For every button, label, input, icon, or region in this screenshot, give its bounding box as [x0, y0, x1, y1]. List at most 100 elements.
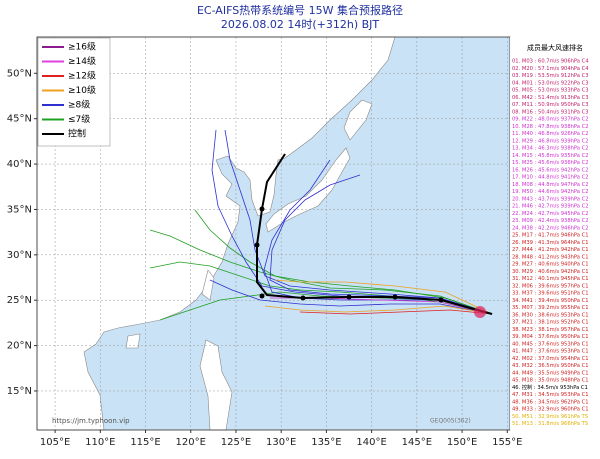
ranking-entry: 47. M31 : 34.5m/s 953hPa C1 — [512, 392, 589, 398]
ranking-entry: 28. M48 : 41.2m/s 943hPa C1 — [512, 254, 589, 260]
ranking-entry: 48. M36 : 34.5m/s 962hPa C1 — [512, 399, 589, 405]
ranking-entry: 38. M23 : 38.1m/s 957hPa C1 — [512, 327, 589, 333]
ranking-entry: 15. M25 : 45.6m/s 936hPa C2 — [512, 160, 589, 166]
track — [149, 229, 493, 315]
legend-label: ≥16级 — [68, 41, 96, 53]
ranking-entry: 39. M04 : 37.6m/s 950hPa C1 — [512, 334, 589, 340]
ranking-entry: 10. M28 : 47.8m/s 938hPa C2 — [512, 124, 589, 130]
y-tick-label: 50°N — [7, 68, 32, 79]
ranking-entry: 29. M27 : 40.6m/s 940hPa C1 — [512, 262, 589, 268]
ranking-entry: 07. M11 : 50.9m/s 950hPa C3 — [512, 102, 589, 108]
ranking-entry: 34. M41 : 39.4m/s 950hPa C1 — [512, 298, 589, 304]
ranking-entry: 46. 控制 : 34.5m/s 953hPa C1 — [512, 383, 588, 391]
product-code: GEQ005(362) — [430, 418, 471, 425]
legend-label: ≥14级 — [68, 55, 96, 67]
ranking-entry: 35. M07 : 39.2m/s 955hPa C1 — [512, 305, 589, 311]
ranking-title: 成员最大风速排名 — [527, 43, 583, 52]
land — [36, 36, 396, 431]
x-tick-label: 145°E — [402, 437, 432, 448]
watermark: https://jm.typhoon.vip — [52, 417, 130, 425]
track-point — [346, 294, 352, 300]
y-tick-label: 40°N — [7, 159, 32, 170]
x-tick-label: 125°E — [221, 437, 251, 448]
x-tick-label: 150°E — [447, 437, 477, 448]
ranking-entry: 43. M32 : 36.5m/s 950hPa C1 — [512, 363, 589, 369]
track-point — [392, 294, 398, 300]
track — [224, 129, 493, 315]
ensemble-tracks — [149, 129, 493, 321]
ranking-entry: 36. M30 : 38.6m/s 953hPa C1 — [512, 312, 589, 318]
ranking-entry: 25. M17 : 41.7m/s 946hPa C1 — [512, 233, 589, 239]
ranking-entry: 40. M45 : 37.6m/s 953hPa C1 — [512, 341, 589, 347]
track-point — [254, 242, 260, 248]
ranking-entry: 51. M13 : 31.8m/s 966hPa TS — [512, 421, 588, 427]
ranking-entry: 20. M43 : 43.7m/s 939hPa C2 — [512, 196, 589, 202]
x-tick-label: 105°E — [40, 437, 70, 448]
track — [263, 159, 493, 315]
legend-label: ≤7级 — [68, 113, 90, 125]
ranking-entry: 26. M39 : 41.3m/s 964hPa C1 — [512, 240, 589, 246]
ranking-entry: 17. M10 : 44.8m/s 941hPa C2 — [512, 175, 589, 181]
ranking-entry: 42. M02 : 37.0m/s 954hPa C1 — [512, 356, 589, 362]
track — [209, 279, 493, 315]
x-tick-label: 140°E — [356, 437, 386, 448]
ranking-entry: 16. M26 : 45.6m/s 942hPa C2 — [512, 167, 589, 173]
ranking-entry: 05. M05 : 53.0m/s 933hPa C3 — [512, 88, 589, 94]
ranking-entry: 33. M37 : 39.6m/s 951hPa C1 — [512, 291, 589, 297]
ranking-entry: 11. M40 : 46.8m/s 926hPa C2 — [512, 131, 589, 137]
control-points — [254, 206, 444, 303]
hainan — [125, 333, 141, 349]
ranking-entry: 09. M22 : 48.0m/s 937hPa C2 — [512, 117, 589, 123]
ranking-entry: 31. M12 : 40.1m/s 945hPa C1 — [512, 276, 589, 282]
y-tick-label: 25°N — [7, 295, 32, 306]
ranking-entry: 44. M49 : 35.5m/s 949hPa C1 — [512, 370, 589, 376]
ranking-entry: 14. M15 : 45.8m/s 935hPa C2 — [512, 153, 589, 159]
ranking-entry: 06. M42 : 51.4m/s 913hPa C3 — [512, 95, 589, 101]
ranking-entry: 13. M34 : 46.3m/s 938hPa C2 — [512, 146, 589, 152]
track — [274, 279, 493, 315]
ranking-entry: 01. M03 : 60.7m/s 906hPa C4 — [512, 59, 589, 65]
ranking-entry: 23. M09 : 42.4m/s 938hPa C2 — [512, 218, 589, 224]
ranking-entry: 45. M18 : 35.0m/s 948hPa C1 — [512, 378, 589, 384]
title: EC-AIFS热带系统编号 15W 集合预报路径 — [197, 3, 403, 17]
track — [269, 174, 493, 315]
start-point — [474, 306, 486, 318]
ranking-entry: 12. M29 : 46.8m/s 939hPa C2 — [512, 138, 589, 144]
ranking-entry: 04. M01 : 53.0m/s 922hPa C3 — [512, 80, 589, 86]
x-tick-label: 155°E — [492, 437, 522, 448]
ranking-entry: 30. M29 : 40.6m/s 942hPa C1 — [512, 269, 589, 275]
x-tick-label: 110°E — [85, 437, 115, 448]
legend-box — [37, 37, 111, 147]
mainland — [36, 36, 396, 431]
grid — [37, 37, 510, 430]
track — [299, 309, 493, 315]
control-track — [256, 153, 493, 315]
x-tick-label: 115°E — [130, 437, 160, 448]
track-point — [259, 206, 265, 212]
y-tick-label: 35°N — [7, 204, 32, 215]
ranking-panel — [510, 37, 600, 430]
ranking-entry: 37. M21 : 38.1m/s 952hPa C1 — [512, 320, 589, 326]
ranking-entry: 08. M16 : 50.4m/s 931hPa C3 — [512, 109, 589, 115]
track — [264, 305, 493, 315]
track-point — [300, 295, 306, 301]
y-tick-label: 45°N — [7, 114, 32, 125]
legend-label: ≥10级 — [68, 84, 96, 96]
x-tick-label: 135°E — [311, 437, 341, 448]
y-tick-label: 30°N — [7, 250, 32, 261]
ranking-entry: 02. M20 : 57.1m/s 904hPa C4 — [512, 66, 589, 72]
x-tick-label: 120°E — [176, 437, 206, 448]
japan-hokkaido — [343, 99, 373, 141]
ranking-entry: 19. M50 : 44.6m/s 942hPa C2 — [512, 189, 589, 195]
track-point — [438, 297, 444, 303]
japan-honshu — [265, 147, 351, 233]
ranking-entry: 27. M44 : 41.2m/s 942hPa C1 — [512, 247, 589, 253]
legend-label: 控制 — [68, 128, 86, 140]
y-tick-label: 15°N — [7, 386, 32, 397]
ranking-entry: 41. M47 : 37.6m/s 953hPa C1 — [512, 349, 589, 355]
y-tick-label: 20°N — [7, 341, 32, 352]
ranking-entry: 50. M51 : 32.9m/s 961hPa TS — [512, 414, 588, 420]
ranking-entry: 21. M46 : 42.7m/s 939hPa C2 — [512, 204, 589, 210]
